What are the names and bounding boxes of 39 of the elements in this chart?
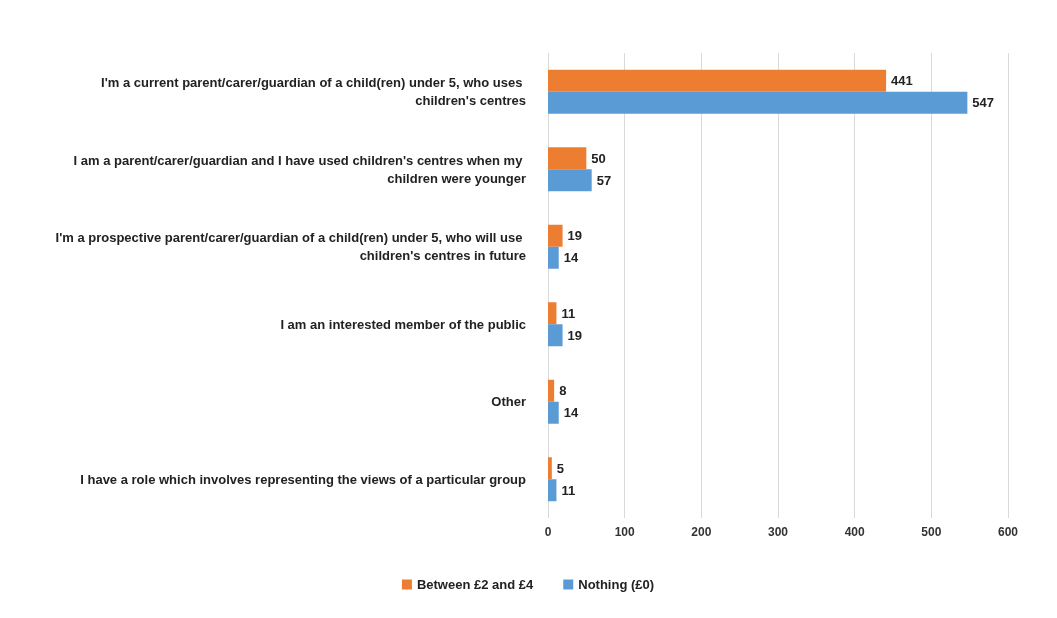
y-tick-label: Other <box>491 394 526 410</box>
y-tick-label: I'm a prospective parent/carer/guardian of a child(ren) under 5, who will use children's centres in future <box>55 230 526 264</box>
bar <box>548 401 559 424</box>
bar <box>548 479 557 502</box>
data-label: 441 <box>891 73 913 89</box>
x-tick-label: 500 <box>921 525 942 539</box>
x-tick-label: 300 <box>767 525 789 539</box>
bar <box>548 224 563 247</box>
bar <box>548 302 557 325</box>
data-label: 11 <box>561 482 576 498</box>
data-label: 8 <box>559 383 567 399</box>
data-label: 19 <box>567 327 583 343</box>
y-tick-label: I'm a current parent/carer/guardian of a child(ren) under 5, who uses children's centres <box>101 75 526 109</box>
x-tick-label: 100 <box>614 525 635 539</box>
y-tick-label: I am an interested member of the public <box>280 316 526 332</box>
data-label: 5 <box>556 460 565 476</box>
bar <box>548 91 968 114</box>
bar <box>548 69 887 92</box>
y-tick-label: I am a parent/carer/guardian and I have used children's centres when my children were younger <box>73 152 526 186</box>
data-label: 57 <box>596 172 612 188</box>
data-label: 11 <box>561 305 576 321</box>
bar <box>548 324 563 347</box>
data-label: 547 <box>972 95 995 111</box>
bar <box>548 169 592 192</box>
x-tick-label: 0 <box>544 525 552 539</box>
data-label: 14 <box>563 250 579 266</box>
data-label: 19 <box>567 228 583 244</box>
x-tick-label: 400 <box>844 525 865 539</box>
bar <box>548 147 587 170</box>
y-tick-label: I have a role which involves representing the views of a particular group <box>80 471 527 487</box>
legend-label: Between £2 and £4 <box>416 577 535 592</box>
data-label: 14 <box>563 405 579 421</box>
x-tick-label: 600 <box>997 525 1019 539</box>
legend-label: Nothing (£0) <box>578 577 655 592</box>
data-label: 50 <box>591 150 606 166</box>
bar <box>548 379 555 402</box>
x-tick-label: 200 <box>691 525 712 539</box>
bar <box>548 457 552 480</box>
bar <box>548 246 559 269</box>
